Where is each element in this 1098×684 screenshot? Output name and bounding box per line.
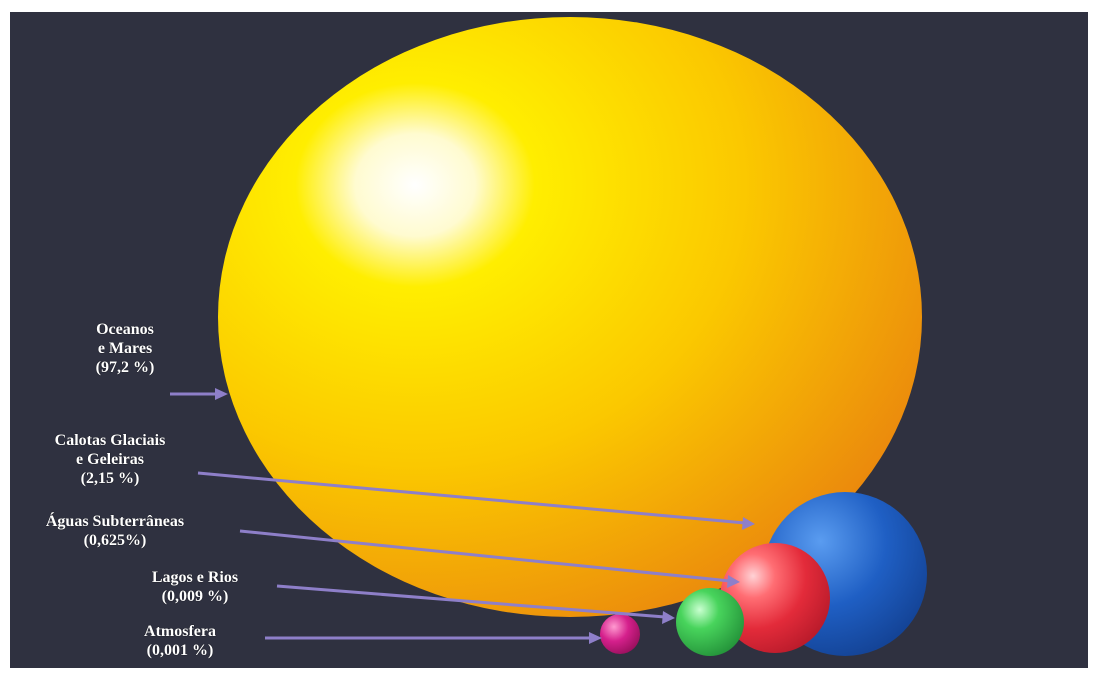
lakes-arrow: [276, 584, 675, 624]
oceans-arrow: [170, 388, 228, 400]
groundwater-label-line-1: Águas Subterrâneas: [45, 513, 185, 530]
ice-label-line-1: Calotas Glaciais: [54, 432, 166, 449]
ice-label-line-2: e Geleiras: [76, 451, 144, 468]
ice-label-line-3: (2,15 %): [80, 470, 140, 487]
atmosphere-label-line-2: (0,001 %): [146, 642, 214, 659]
oceans-label-line-1: Oceanos: [96, 321, 154, 338]
atmosphere-label: Atmosfera (0,001 %): [115, 622, 245, 660]
water-distribution-diagram: [170, 17, 927, 656]
diagram-panel: Oceanos e Mares (97,2 %) Calotas Glaciai…: [10, 12, 1088, 668]
groundwater-sphere: [720, 543, 830, 653]
oceans-label: Oceanos e Mares (97,2 %): [60, 320, 190, 377]
lakes-label-line-1: Lagos e Rios: [151, 569, 239, 586]
lakes-sphere: [676, 588, 744, 656]
atmosphere-sphere: [600, 614, 640, 654]
atmosphere-label-line-1: Atmosfera: [144, 623, 216, 640]
oceans-sphere: [218, 17, 922, 617]
groundwater-label: Águas Subterrâneas (0,625%): [20, 512, 210, 550]
atmosphere-arrow: [265, 632, 602, 644]
groundwater-arrow: [239, 529, 740, 588]
lakes-label: Lagos e Rios (0,009 %): [125, 568, 265, 606]
lakes-label-line-2: (0,009 %): [161, 588, 229, 605]
oceans-label-line-3: (97,2 %): [95, 359, 155, 376]
ice-label: Calotas Glaciais e Geleiras (2,15 %): [30, 431, 190, 488]
pointer-arrows: [170, 388, 755, 644]
groundwater-label-line-2: (0,625%): [83, 532, 147, 549]
ice-arrow: [197, 471, 755, 530]
oceans-label-line-2: e Mares: [97, 340, 153, 357]
